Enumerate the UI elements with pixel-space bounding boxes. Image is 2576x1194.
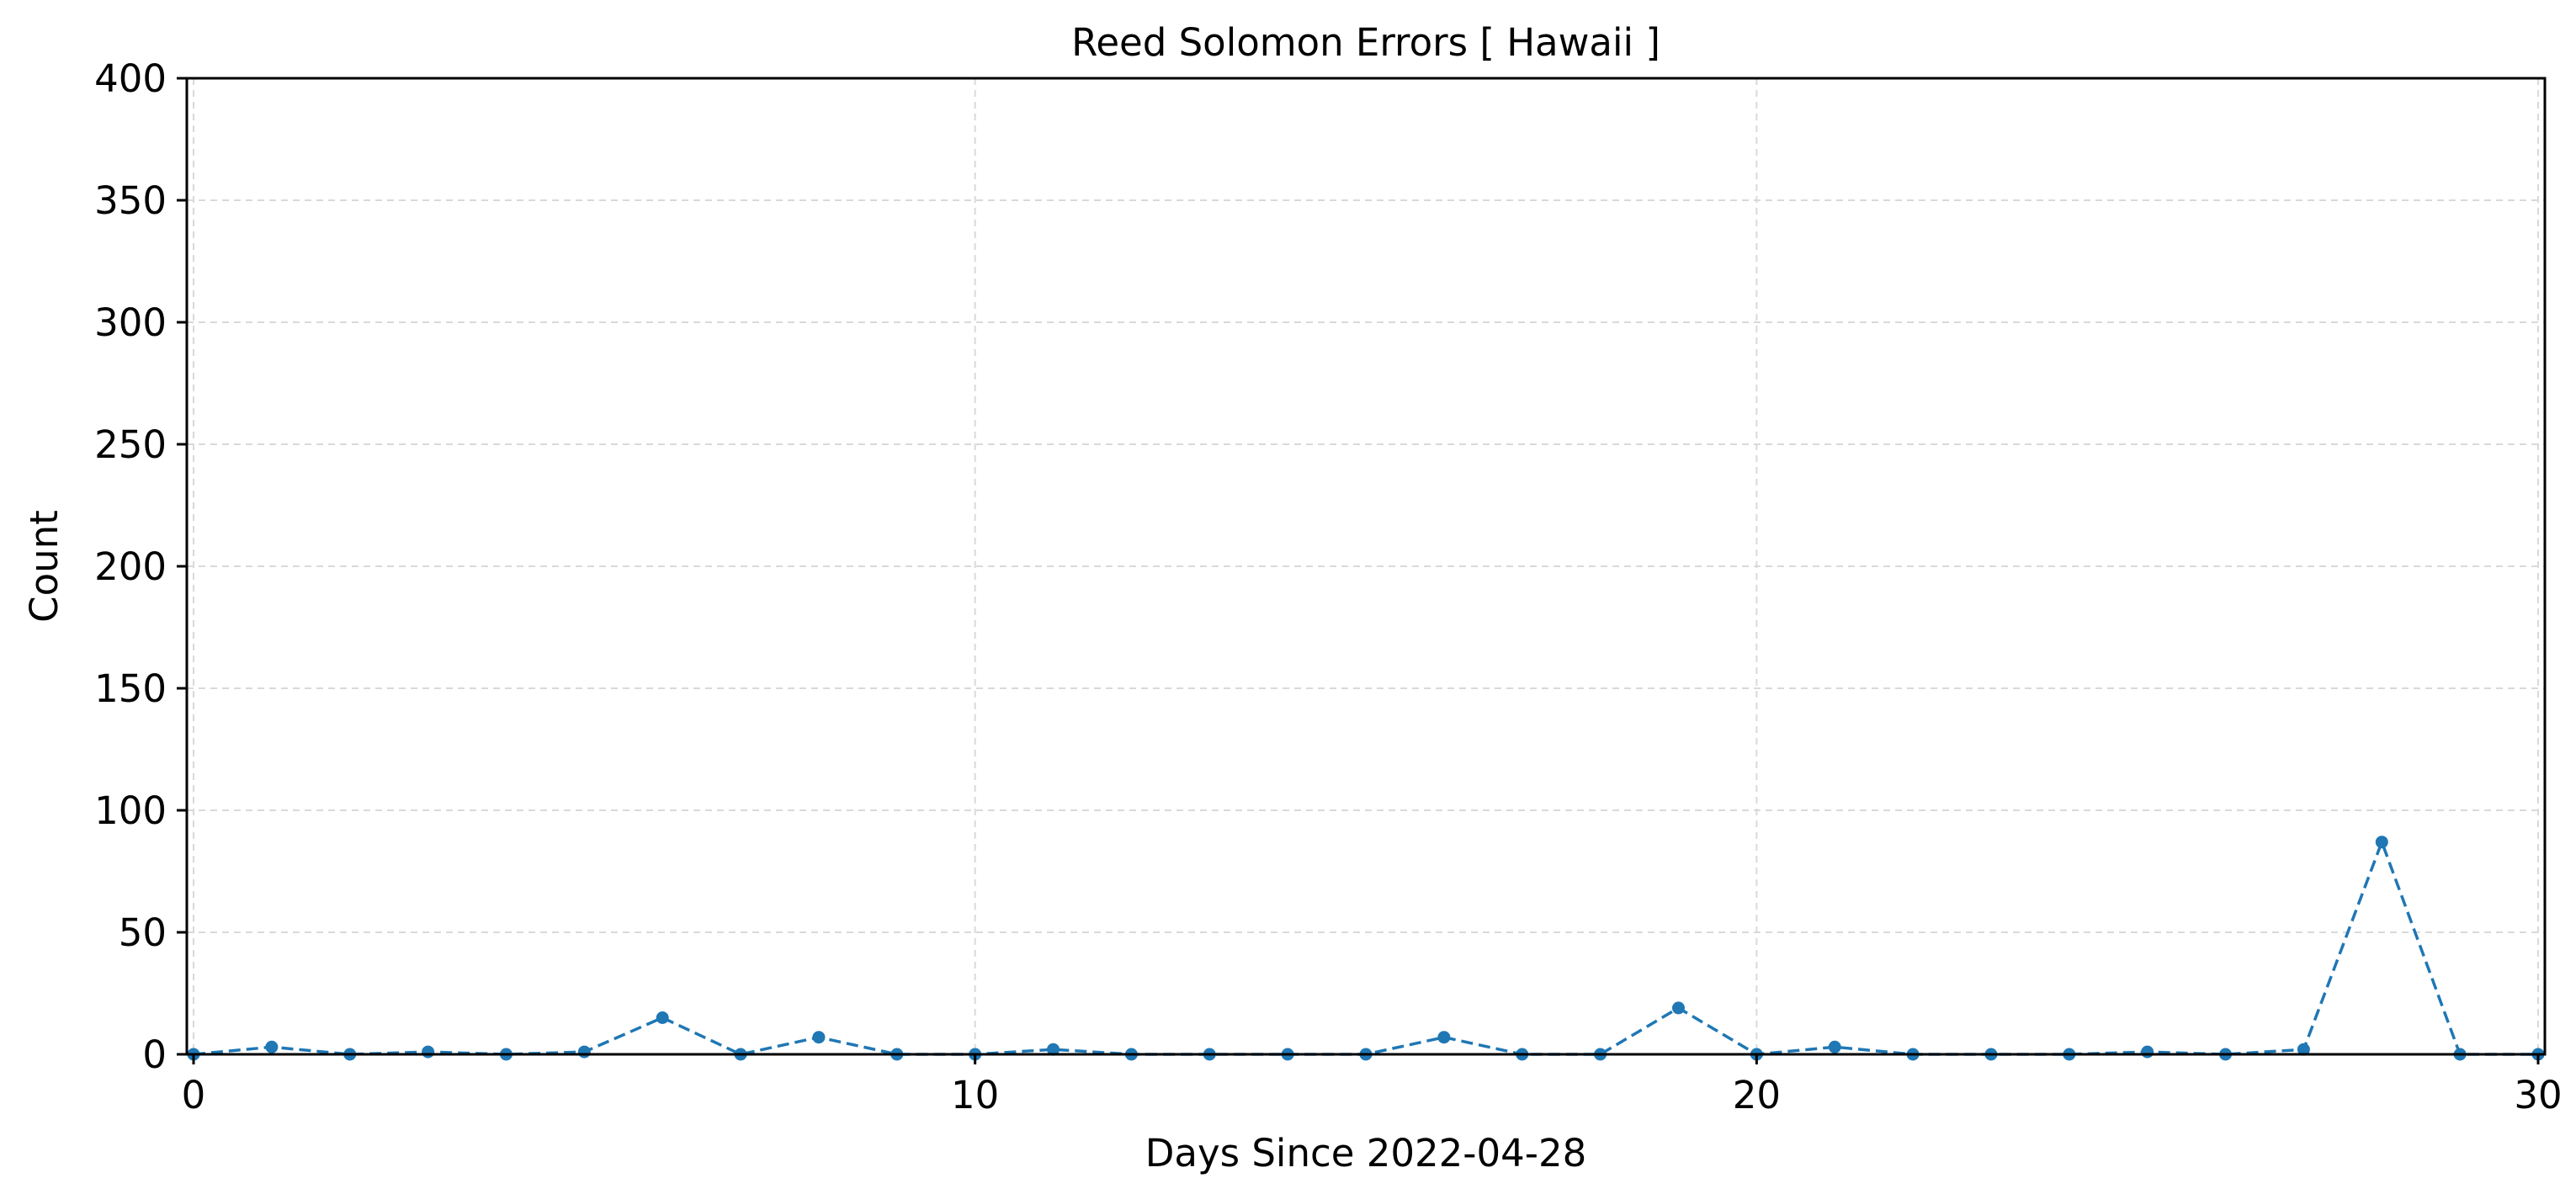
y-tick-label: 250 [94,422,167,467]
x-tick-label: 10 [951,1073,999,1117]
y-axis-label: Count [22,510,66,623]
y-tick-label: 50 [119,910,167,955]
data-point [656,1011,669,1024]
x-tick-label: 20 [1733,1073,1781,1117]
y-tick-label: 150 [94,666,167,711]
chart-title: Reed Solomon Errors [ Hawaii ] [1071,20,1660,65]
data-point [1828,1040,1841,1053]
data-point [1437,1031,1451,1044]
data-point [2141,1045,2154,1059]
data-point [265,1040,279,1053]
y-tick-label: 300 [94,300,167,345]
y-tick-label: 350 [94,178,167,223]
data-point [2375,836,2388,849]
x-tick-label: 0 [182,1073,206,1117]
ticks: 0 50 100 150 200 250 300 350 400 0 10 20 30 [94,56,2563,1117]
data-point [812,1031,826,1044]
data-point [1671,1001,1685,1015]
y-tick-label: 400 [94,56,167,101]
data-point [577,1045,591,1059]
y-tick-label: 0 [142,1032,167,1077]
y-tick-label: 100 [94,788,167,833]
x-axis-label: Days Since 2022-04-28 [1145,1131,1586,1175]
data-point [2297,1043,2310,1056]
y-tick-label: 200 [94,544,167,589]
x-tick-label: 30 [2514,1073,2562,1117]
data-point [422,1045,435,1059]
data-point [1047,1043,1060,1056]
